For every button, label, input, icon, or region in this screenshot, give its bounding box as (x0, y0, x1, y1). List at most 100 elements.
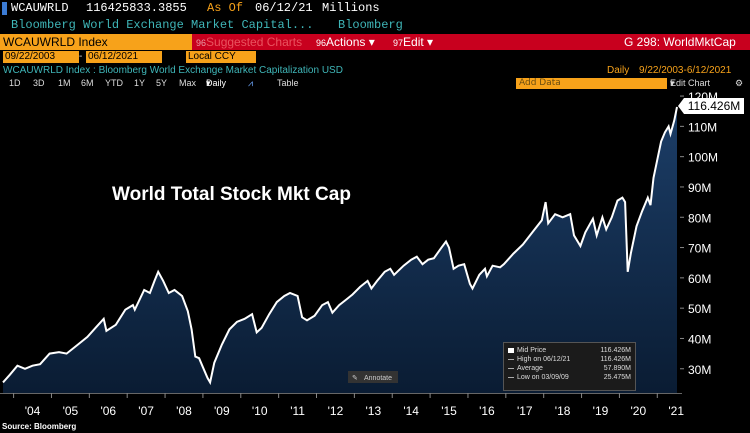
last-value-label: 116.426M (688, 99, 740, 113)
legend-value: 57.890M (603, 365, 631, 372)
chart-subtitle-bar: WCAUWRLD Index : Bloomberg World Exchang… (0, 64, 750, 77)
range-max[interactable]: Max (179, 78, 197, 88)
legend-swatch (508, 359, 514, 360)
y-tick-label: 30M (688, 363, 711, 377)
security-name: Bloomberg World Exchange Market Capital.… (11, 18, 314, 32)
suggested-label: Suggested Charts (206, 35, 303, 49)
page-reference: G 298: WorldMktCap (624, 35, 736, 49)
suggested-charts-button[interactable]: 96Suggested Charts (196, 34, 302, 51)
legend-label: Mid Price (517, 347, 547, 354)
security-source: Bloomberg (338, 18, 403, 32)
legend-row: Mid Price 116.426M (504, 346, 635, 355)
legend-row: Average 57.890M (504, 364, 635, 373)
y-tick-label: 40M (688, 332, 711, 346)
range-1d[interactable]: 1D (9, 78, 21, 88)
chart-type-icon[interactable]: ⩘ (248, 78, 254, 88)
period-select-label: Daily (206, 78, 227, 88)
x-tick-label: '05 (63, 404, 79, 418)
y-tick-label: 100M (688, 151, 718, 165)
legend-swatch (508, 368, 514, 369)
x-tick-label: '15 (441, 404, 457, 418)
legend-row: Low on 03/09/09 25.475M (504, 373, 635, 382)
actions-num: 96 (316, 38, 327, 48)
legend-value: 116.426M (600, 347, 631, 354)
range-3d[interactable]: 3D (33, 78, 45, 88)
x-tick-label: '11 (290, 404, 305, 418)
range-5y[interactable]: 5Y (156, 78, 168, 88)
range-toolbar: 1D 3D 1M 6M YTD 1Y 5Y Max Daily ▾ ⩘ Tabl… (0, 77, 750, 90)
index-field[interactable]: WCAUWRLD Index (0, 34, 192, 50)
chart-settings-icon[interactable]: ⚙ (735, 78, 744, 88)
source-note: Source: Bloomberg (2, 422, 77, 431)
unit-label: Millions (322, 1, 380, 15)
currency-select[interactable]: Local CCY (186, 51, 256, 63)
table-button[interactable]: Table (277, 78, 299, 88)
edit-chart-label: Edit Chart (670, 78, 711, 88)
asof-date: 06/12/21 (255, 1, 313, 15)
add-data-input[interactable]: Add Data (516, 78, 667, 89)
legend-value: 116.426M (600, 356, 631, 363)
series-line (2, 106, 678, 386)
function-toolbar: WCAUWRLD Index 96Suggested Charts 96Acti… (0, 34, 750, 50)
last-value-arrow (678, 98, 684, 114)
range-ytd[interactable]: YTD (105, 78, 123, 88)
chevron-down-icon: ▾ (427, 35, 434, 49)
x-tick-label: '20 (631, 404, 647, 418)
last-value-box (684, 98, 744, 114)
legend-row: High on 06/12/21 116.426M (504, 355, 635, 364)
chart-title: World Total Stock Mkt Cap (112, 184, 351, 205)
date-range-label: 9/22/2003-6/12/2021 (639, 65, 732, 76)
actions-label: Actions (326, 35, 366, 49)
edit-label: Edit (403, 35, 424, 49)
end-date-field[interactable]: 06/12/2021 (86, 51, 162, 63)
chevron-down-icon: ▾ (368, 35, 375, 49)
frequency-label: Daily (607, 65, 630, 76)
chevron-down-icon: ▾ (670, 78, 675, 88)
suggested-num: 96 (196, 38, 207, 48)
edit-button[interactable]: 97Edit ▾ (393, 34, 433, 51)
y-tick-label: 80M (688, 211, 711, 225)
last-price: 116425833.3855 (86, 1, 187, 15)
range-1m[interactable]: 1M (58, 78, 71, 88)
last-value-marker: 116.426M (678, 98, 744, 114)
ticker-symbol: WCAUWRLD (11, 1, 69, 15)
annotate-bg (348, 371, 398, 383)
y-tick-label: 90M (688, 181, 711, 195)
y-tick-label: 60M (688, 272, 711, 286)
x-tick-label: '21 (668, 404, 684, 418)
actions-button[interactable]: 96Actions ▾ (316, 34, 375, 51)
x-tick-label: '04 (25, 404, 41, 418)
series-area (3, 107, 677, 393)
pencil-icon: ✎ (352, 375, 358, 382)
legend-value: 25.475M (603, 374, 631, 381)
date-separator: - (79, 51, 83, 62)
quote-bar: WCAUWRLD 116425833.3855 As Of 06/12/21 M… (0, 0, 750, 17)
range-6m[interactable]: 6M (81, 78, 94, 88)
x-tick-label: '14 (403, 404, 419, 418)
x-tick-label: '08 (176, 404, 192, 418)
legend-swatch (508, 377, 514, 378)
x-tick-label: '19 (593, 404, 609, 418)
x-axis: '04 '05 '06 '07 '08 '09 '10 '11 '12 '13 '14 '15 '16 '… (13, 393, 684, 418)
legend-label: High on 06/12/21 (517, 356, 571, 363)
range-1y[interactable]: 1Y (134, 78, 146, 88)
legend-box: Mid Price 116.426M High on 06/12/21 116.… (503, 342, 636, 391)
quote-marker (2, 2, 7, 15)
x-tick-label: '16 (479, 404, 495, 418)
chevron-down-icon: ▾ (206, 78, 211, 88)
x-tick-label: '17 (517, 404, 533, 418)
date-range-bar: 09/22/2003 - 06/12/2021 Local CCY (0, 50, 750, 64)
y-tick-label: 70M (688, 242, 711, 256)
y-tick-label: 50M (688, 302, 711, 316)
legend-label: Average (517, 365, 543, 372)
chart-subtitle: WCAUWRLD Index : Bloomberg World Exchang… (3, 65, 343, 76)
legend-label: Low on 03/09/09 (517, 374, 569, 381)
x-tick-label: '10 (252, 404, 268, 418)
annotate-button[interactable]: Annotate ✎ (348, 371, 398, 383)
security-name-bar: Bloomberg World Exchange Market Capital.… (0, 17, 750, 34)
asof-label: As Of (207, 1, 244, 15)
start-date-field[interactable]: 09/22/2003 (3, 51, 79, 63)
edit-num: 97 (393, 38, 404, 48)
